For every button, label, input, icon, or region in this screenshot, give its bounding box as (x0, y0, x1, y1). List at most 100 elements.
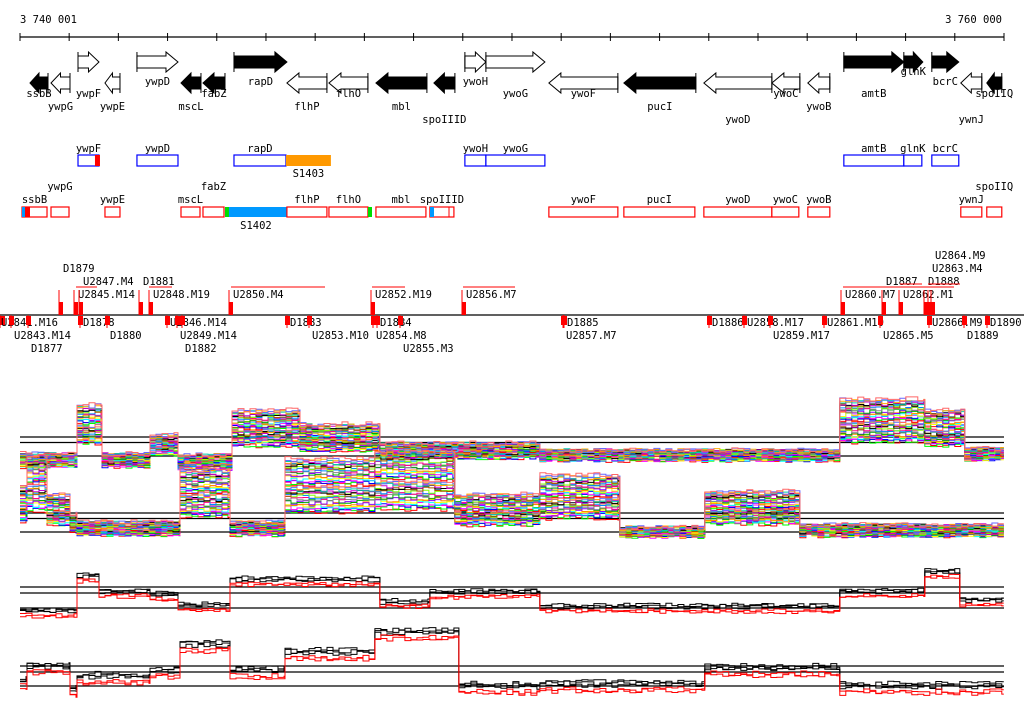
forward-operon-box (464, 154, 487, 167)
reverse-operon-label: flhP (294, 194, 319, 206)
feature-marker (59, 302, 63, 315)
gene-mbl: mbl (375, 71, 428, 113)
feature-label-lower: U2843.M14 (14, 330, 71, 342)
reverse-operon-label: ywoF (571, 194, 596, 206)
gene-pucI: pucI (623, 71, 697, 113)
plot-panel-2 (20, 448, 1004, 539)
reverse-operon-box (202, 206, 225, 218)
feature-label-upper: U2863.M4 (932, 263, 983, 275)
feature-label-lower: D1882 (185, 343, 217, 355)
gene-arrow-icon (77, 50, 100, 74)
reverse-operon-box (771, 206, 800, 218)
feature-label-lower: U2853.M10 (312, 330, 369, 342)
feature-label-lower: D1884 (380, 317, 412, 329)
reverse-operon-label: mbl (391, 194, 410, 206)
gene-ywoD: ywoD (703, 71, 773, 126)
gene-label: ywoG (503, 88, 528, 100)
reverse-operon-label: pucI (647, 194, 672, 206)
reverse-operon-box (180, 206, 201, 218)
feature-label-lower: D1889 (967, 330, 999, 342)
feature-label-lower: U2855.M3 (403, 343, 454, 355)
reverse-operon-box (986, 206, 1003, 218)
gene-arrow-icon (202, 71, 226, 95)
series-line (20, 634, 1004, 698)
gene-glnK: glnK (901, 50, 927, 78)
gene-arrow-icon (104, 71, 121, 95)
forward-operon-label: ywpF (76, 143, 101, 155)
feature-label-lower: U2849.M14 (180, 330, 237, 342)
expression-plots (20, 396, 1004, 698)
forward-operon-box (136, 154, 179, 167)
feature-label-lower: U2865.M5 (883, 330, 934, 342)
feature-marker (74, 302, 78, 315)
gene-label: ywoD (725, 114, 750, 126)
gene-label: mscL (178, 101, 203, 113)
reverse-operon-box (703, 206, 773, 218)
ssbB-red-mark (25, 207, 30, 217)
feature-label-lower: D1877 (31, 343, 63, 355)
gene-label: ywoH (463, 76, 488, 88)
gene-bcrC: bcrC (931, 50, 960, 88)
feature-label-lower: U2859.M17 (773, 330, 830, 342)
reverse-operon-box (960, 206, 983, 218)
feature-label-lower: U2861.M10 (827, 317, 884, 329)
feature-label-lower: D1890 (990, 317, 1022, 329)
forward-operon-track: ywpF ywpD rapD ywoH ywoG amtB glnK bcrC S1403 (76, 143, 960, 180)
gene-arrow-icon (29, 71, 49, 95)
feature-label-upper: U2850.M4 (233, 289, 284, 301)
ruler (19, 33, 1005, 41)
reverse-operon-box (807, 206, 831, 218)
feature-label-lower: D1886 (712, 317, 744, 329)
feature-label-upper: D1887 (886, 276, 918, 288)
feature-label-upper: U2852.M19 (375, 289, 432, 301)
gene-ywnJ: ywnJ (959, 71, 984, 126)
forward-operon-label: bcrC (933, 143, 958, 155)
gene-amtB: amtB (843, 50, 905, 100)
feature-marker (0, 316, 5, 325)
reverse-operon-box (50, 206, 70, 218)
gene-arrow-icon (986, 71, 1003, 95)
reverse-operon-label: ywoC (773, 194, 798, 206)
gene-label: ywoC (773, 88, 798, 100)
gene-arrow-icon (807, 71, 831, 95)
plot-panel-1 (20, 396, 1004, 472)
gene-arrow-icon (180, 71, 202, 95)
gene-arrow-icon (931, 50, 960, 74)
feature-label-upper: U2864.M9 (935, 250, 986, 262)
gene-arrow-icon (50, 71, 71, 95)
gene-label: pucI (647, 101, 672, 113)
forward-operon-box (931, 154, 960, 167)
feature-label-upper: U2860.M7 (845, 289, 896, 301)
series-line (20, 573, 1004, 618)
series-line (20, 629, 1004, 692)
plot-panel-4 (20, 627, 1004, 698)
forward-operon-label: ywoH (463, 143, 488, 155)
reverse-operon-label: ssbB (22, 194, 47, 206)
gene-arrow-icon (464, 50, 487, 74)
gene-spoIIID: spoIIID (422, 71, 467, 126)
feature-label-upper: D1879 (63, 263, 95, 275)
series-line (20, 398, 1004, 459)
reverse-operon-box (104, 206, 121, 218)
gene-arrow-icon (375, 71, 428, 95)
gene-arrow-icon (233, 50, 288, 74)
feature-label-lower: U2858.M17 (747, 317, 804, 329)
reverse-operon-label: spoIIID (420, 194, 464, 206)
gene-label: bcrC (933, 76, 958, 88)
feature-label-upper: U2847.M4 (83, 276, 134, 288)
feature-marker (882, 302, 886, 315)
feature-label-upper: U2848.M19 (153, 289, 210, 301)
gene-label: rapD (248, 76, 273, 88)
spoIIID-blue-mark (430, 207, 434, 217)
gene-rapD: rapD (233, 50, 288, 88)
gene-label: ywoF (571, 88, 596, 100)
flhO-green-mark (368, 207, 372, 217)
forward-operon-box (485, 154, 546, 167)
feature-label-lower: U2866.M9 (932, 317, 983, 329)
segment-label: S1403 (293, 168, 325, 180)
gene-arrow-icon (843, 50, 905, 74)
feature-marker (462, 302, 466, 315)
